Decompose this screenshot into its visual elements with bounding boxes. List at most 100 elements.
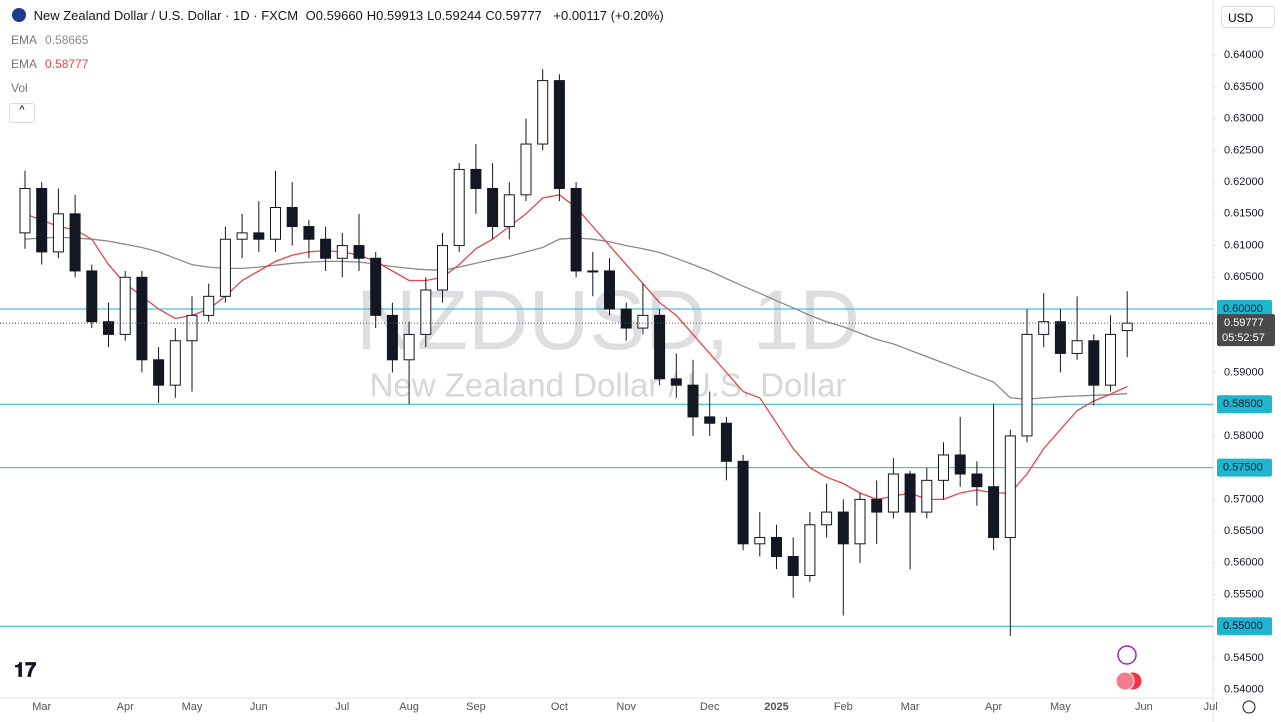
- y-tick-label: 0.62000: [1224, 176, 1264, 188]
- candle-body: [236, 232, 248, 240]
- candle-body: [303, 226, 315, 240]
- candle-body: [119, 276, 131, 335]
- ohlc-value: 0.59777: [494, 8, 542, 23]
- candle-body: [52, 213, 64, 253]
- settings-icon[interactable]: [1242, 700, 1256, 714]
- candle-body: [503, 194, 515, 228]
- candle-body: [971, 473, 983, 488]
- candle-body: [470, 168, 482, 189]
- candle-body: [403, 333, 415, 361]
- x-tick-label: Nov: [616, 701, 636, 713]
- ohlc-value: 0.59244: [434, 8, 482, 23]
- candle-body: [737, 460, 749, 545]
- candle-body: [771, 536, 782, 557]
- candle-body: [954, 454, 966, 475]
- ohlc-key: O: [305, 8, 316, 23]
- currency-select[interactable]: USD: [1221, 6, 1275, 28]
- candle-body: [837, 511, 849, 545]
- candle-body: [453, 168, 465, 247]
- x-tick-label: Apr: [985, 701, 1002, 713]
- y-tick-label: 0.62500: [1224, 144, 1264, 156]
- ohlc-key: L: [427, 8, 435, 23]
- events-icon[interactable]: [1117, 645, 1137, 665]
- y-tick-label: 0.60500: [1224, 271, 1264, 283]
- candle-body: [353, 245, 365, 259]
- candle-body: [1038, 321, 1050, 335]
- candle-body: [1088, 340, 1100, 386]
- symbol-title: New Zealand Dollar / U.S. Dollar · 1D · …: [33, 8, 299, 23]
- candle-body: [153, 359, 165, 386]
- candle-body: [1021, 333, 1033, 437]
- candle-body: [821, 511, 833, 526]
- header: New Zealand Dollar / U.S. Dollar · 1D · …: [12, 8, 668, 23]
- candle-body: [804, 524, 816, 577]
- x-tick-label: May: [1050, 701, 1071, 713]
- y-tick-label: 0.58000: [1224, 430, 1264, 442]
- y-tick-label: 0.54000: [1224, 684, 1264, 696]
- x-tick-label: Feb: [834, 701, 853, 713]
- candle-body: [1054, 321, 1066, 354]
- legend-volume[interactable]: Vol: [11, 81, 28, 95]
- x-tick-label: Jun: [1135, 701, 1153, 713]
- candle-body: [186, 314, 198, 342]
- candle-body: [320, 238, 332, 259]
- x-tick-label: Mar: [901, 701, 920, 713]
- candle-body: [654, 314, 666, 380]
- candle-body: [136, 276, 148, 361]
- level-label: 0.60000: [1223, 303, 1263, 315]
- level-label-box: [1217, 617, 1272, 636]
- candle-body: [253, 232, 265, 240]
- level-label-box: [1217, 458, 1272, 477]
- candle-body: [871, 498, 883, 513]
- x-tick-label: Apr: [117, 701, 134, 713]
- candle-body: [219, 238, 231, 297]
- candle-body: [670, 378, 682, 386]
- candle-body: [787, 555, 799, 577]
- x-tick-label: Sep: [466, 701, 486, 713]
- candle-body: [370, 257, 382, 316]
- last-price-box: [1217, 314, 1275, 347]
- x-tick-label: Jul: [335, 701, 349, 713]
- candle-body: [286, 206, 298, 228]
- x-tick-label: Mar: [32, 701, 51, 713]
- candle-body: [86, 270, 98, 323]
- candle-body: [336, 245, 348, 259]
- x-tick-label: Oct: [551, 701, 568, 713]
- candle-body: [69, 213, 81, 272]
- candle-body: [1121, 322, 1133, 332]
- legend-name: EMA: [11, 33, 38, 47]
- candle-body: [854, 498, 866, 545]
- level-label-box: [1217, 300, 1272, 319]
- candle-body: [704, 416, 716, 424]
- level-label: 0.58500: [1223, 398, 1263, 410]
- candle-body: [921, 479, 933, 513]
- y-tick-label: 0.54500: [1224, 652, 1264, 664]
- x-tick-label: Aug: [399, 701, 419, 713]
- candle-body: [587, 270, 599, 273]
- y-tick-label: 0.61500: [1224, 208, 1264, 220]
- candle-body: [720, 422, 732, 462]
- ohlc-value: 0.59913: [376, 8, 424, 23]
- candle-body: [169, 340, 181, 386]
- y-tick-label: 0.57000: [1224, 493, 1264, 505]
- flag: [12, 8, 26, 22]
- candle-body: [604, 270, 615, 310]
- watermark-name: New Zealand Dollar / U.S. Dollar: [370, 367, 847, 404]
- candle-body: [887, 473, 899, 513]
- collapse-button[interactable]: ^: [9, 103, 35, 123]
- candle-body: [1071, 340, 1083, 354]
- legend-ema-2: EMA 0.58777: [11, 57, 88, 71]
- candle-body: [637, 314, 649, 329]
- ohlc-key: H: [366, 8, 377, 23]
- candle-body: [1004, 435, 1016, 538]
- candle-body: [437, 245, 448, 291]
- candle-body: [487, 187, 499, 228]
- y-tick-label: 0.61000: [1224, 239, 1264, 251]
- y-tick-label: 0.63500: [1224, 81, 1264, 93]
- econ-icon[interactable]: [1115, 671, 1135, 691]
- candle-body: [386, 314, 398, 361]
- candle-body: [1105, 333, 1116, 386]
- x-tick-label: May: [182, 701, 203, 713]
- change: +0.00117 (+0.20%): [553, 8, 664, 23]
